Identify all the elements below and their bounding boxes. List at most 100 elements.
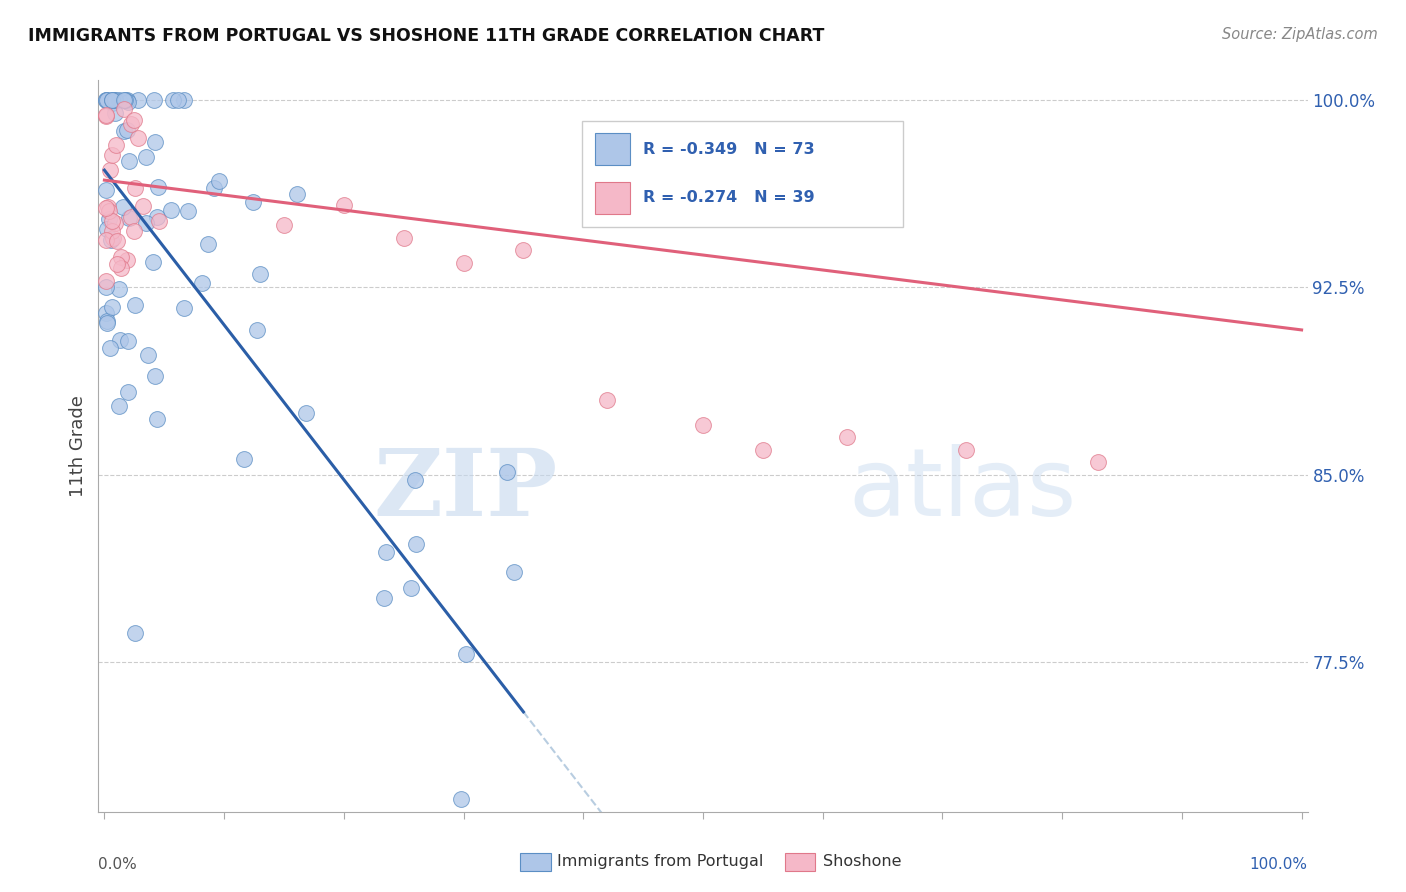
Point <box>101 301 124 315</box>
Point <box>159 202 181 217</box>
Point <box>1087 455 1109 469</box>
Point <box>117 334 139 348</box>
Point <box>117 95 139 110</box>
Point <box>146 210 169 224</box>
Point <box>173 93 195 107</box>
Point <box>110 333 132 347</box>
Point <box>100 233 122 247</box>
Point <box>100 93 122 107</box>
Point <box>97 203 120 218</box>
Point <box>202 181 225 195</box>
Point <box>512 243 534 257</box>
Point <box>692 417 714 432</box>
Point <box>249 267 271 281</box>
Point <box>121 210 143 224</box>
Point <box>97 200 120 214</box>
Point <box>333 198 356 212</box>
Point <box>246 323 269 337</box>
Text: ZIP: ZIP <box>374 445 558 535</box>
Point <box>167 93 190 107</box>
Point <box>94 279 117 293</box>
Point <box>94 108 117 122</box>
Point <box>101 213 124 227</box>
Point <box>101 93 124 107</box>
Point <box>114 123 136 137</box>
Point <box>103 93 125 107</box>
Point <box>124 298 146 312</box>
Point <box>98 341 121 355</box>
Text: 100.0%: 100.0% <box>1250 856 1308 871</box>
Point <box>118 211 141 226</box>
Point <box>115 252 138 267</box>
Text: Shoshone: Shoshone <box>823 855 901 869</box>
Point <box>456 647 478 661</box>
Point <box>114 93 136 107</box>
Point <box>148 214 170 228</box>
Text: Source: ZipAtlas.com: Source: ZipAtlas.com <box>1222 27 1378 42</box>
Point <box>107 93 129 107</box>
Point <box>94 183 117 197</box>
Point <box>112 200 135 214</box>
Point <box>190 276 212 290</box>
Point <box>145 411 167 425</box>
Point <box>96 222 118 236</box>
Point <box>98 163 121 178</box>
Point <box>108 399 131 413</box>
Point <box>115 93 138 107</box>
Point <box>100 96 122 111</box>
Point <box>450 792 472 806</box>
Point <box>94 109 117 123</box>
Point <box>287 186 309 201</box>
Point <box>955 442 977 457</box>
Point <box>143 368 166 383</box>
Point <box>96 93 118 107</box>
Point <box>94 93 117 107</box>
Point <box>596 392 619 407</box>
Text: IMMIGRANTS FROM PORTUGAL VS SHOSHONE 11TH GRADE CORRELATION CHART: IMMIGRANTS FROM PORTUGAL VS SHOSHONE 11T… <box>28 27 824 45</box>
Point <box>399 581 422 595</box>
Point <box>208 174 231 188</box>
Point <box>105 137 128 152</box>
Point <box>177 203 200 218</box>
Point <box>127 130 149 145</box>
Point <box>107 282 129 296</box>
Point <box>124 113 146 128</box>
Point <box>101 147 124 161</box>
Point <box>117 153 139 168</box>
Point <box>405 536 427 550</box>
Point <box>110 250 132 264</box>
Point <box>112 93 135 107</box>
Point <box>143 136 166 150</box>
Text: 0.0%: 0.0% <box>98 856 138 871</box>
Point <box>94 233 117 247</box>
Point <box>98 211 121 226</box>
Point <box>142 254 165 268</box>
Point <box>115 123 138 137</box>
Point <box>404 473 426 487</box>
Point <box>127 93 149 107</box>
Point <box>105 234 128 248</box>
Point <box>752 442 775 457</box>
Point <box>135 150 157 164</box>
Point <box>375 545 398 559</box>
Point <box>94 93 117 107</box>
Point <box>112 103 135 117</box>
Point <box>295 406 318 420</box>
Point <box>162 93 184 107</box>
Point <box>173 301 195 315</box>
Y-axis label: 11th Grade: 11th Grade <box>69 395 87 497</box>
Text: Immigrants from Portugal: Immigrants from Portugal <box>557 855 763 869</box>
Point <box>104 93 127 107</box>
Point <box>96 274 118 288</box>
Point <box>94 201 117 215</box>
Point <box>138 347 160 361</box>
Point <box>132 199 155 213</box>
Point <box>96 316 118 330</box>
Point <box>835 430 858 444</box>
Point <box>392 230 415 244</box>
Point <box>242 195 264 210</box>
Point <box>496 465 519 479</box>
Point <box>373 591 395 606</box>
Point <box>110 260 132 275</box>
Point <box>105 257 128 271</box>
